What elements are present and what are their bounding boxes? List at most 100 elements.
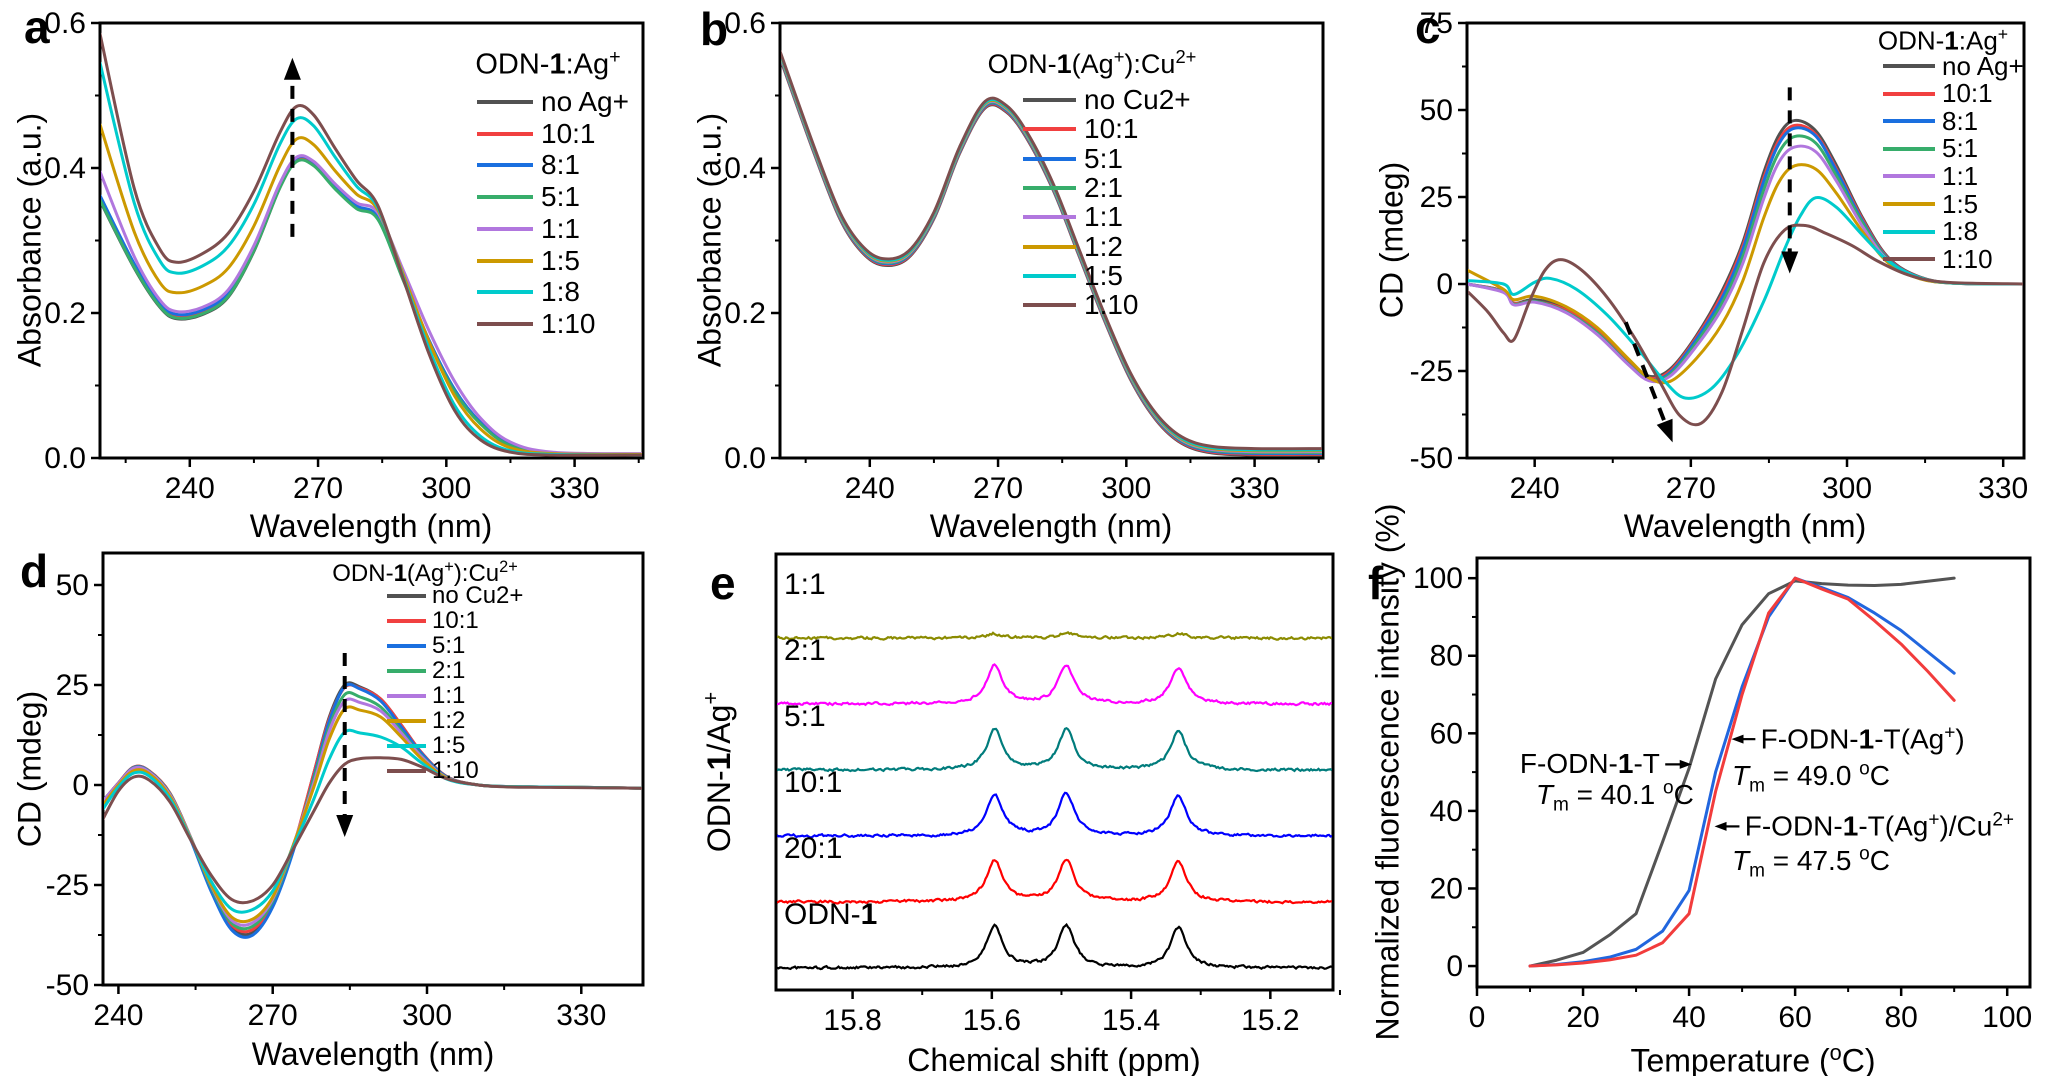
legend-title: ODN-1:Ag+ xyxy=(475,46,621,81)
plot-frame xyxy=(101,551,645,987)
panel-letter-e: e xyxy=(710,557,736,609)
y-axis-label: Normalized fluorescence intensity (%) xyxy=(1369,503,1406,1041)
x-axis-label: Wavelength (nm) xyxy=(1623,508,1867,544)
series-2:1 xyxy=(104,691,642,931)
svg-text:270: 270 xyxy=(1666,472,1716,505)
legend-swatch-line xyxy=(477,226,533,231)
legend-entry-label: 10:1 xyxy=(1942,78,1993,109)
svg-text:60: 60 xyxy=(1778,1001,1811,1034)
legend-entry-label: no Cu2+ xyxy=(432,582,524,609)
svg-text:25: 25 xyxy=(56,669,89,702)
legend-swatch-line xyxy=(477,290,533,295)
legend-swatch-line xyxy=(1023,127,1076,132)
legend-entry-label: 1:10 xyxy=(1942,243,1993,274)
series-F-ODN-1-T(Ag+)/Cu2+ xyxy=(1528,576,1956,968)
legend-entry: no Cu2+ xyxy=(1023,84,1191,115)
legend-swatch-line xyxy=(477,258,533,263)
legend-entry: 10:1 xyxy=(1023,113,1139,144)
panel-f-melting-curves: 0 20 40 60 80 100 0 20 40 60 80 100 f Normalized fl… xyxy=(1360,503,2048,1076)
x-axis-label: Wavelength (nm) xyxy=(251,1036,495,1072)
svg-text:0: 0 xyxy=(1436,268,1453,301)
svg-text:40: 40 xyxy=(1430,795,1463,828)
legend-entry-label: 5:1 xyxy=(1084,142,1123,174)
legend-entry-label: no Cu2+ xyxy=(1084,84,1191,115)
legend-entry-label: 1:8 xyxy=(1942,216,1979,247)
legend-swatch-line xyxy=(1883,119,1935,124)
legend-entry-label: 1:1 xyxy=(432,682,466,709)
panel-letter-a: a xyxy=(24,1,50,53)
legend-swatch-line xyxy=(1883,174,1935,179)
legend-entry: 1:10 xyxy=(1883,243,1993,274)
plot-f: 0 20 40 60 80 100 0 20 40 60 80 100 xyxy=(1413,556,2032,1034)
svg-text:270: 270 xyxy=(248,999,298,1032)
svg-text:0.0: 0.0 xyxy=(724,442,766,475)
nmr-trace-10:1 xyxy=(777,791,1332,839)
svg-text:270: 270 xyxy=(293,472,343,505)
plot-d: 240 270 300 330 -50 -25 0 25 50 xyxy=(46,551,645,1032)
nmr-trace-20:1 xyxy=(777,858,1332,905)
legend-swatch-line xyxy=(387,594,426,598)
legend-entry: 5:1 xyxy=(477,181,580,212)
legend-swatch-line xyxy=(477,321,533,326)
legend-swatch-line xyxy=(387,619,426,623)
panel-a-uv-odn1-ag: 240 270 300 330 0.0 0.2 0.4 0.6 a Absorbance (a… xyxy=(0,0,680,544)
svg-text:15.6: 15.6 xyxy=(963,1004,1021,1037)
series-1:8 xyxy=(101,61,642,457)
series-10:1 xyxy=(104,683,642,934)
svg-text:0.6: 0.6 xyxy=(724,7,766,40)
legend-entry: 1:10 xyxy=(387,757,479,785)
svg-text:0: 0 xyxy=(72,769,89,802)
legend-entry: 1:10 xyxy=(1023,289,1139,320)
legend-entry-label: 1:2 xyxy=(1084,230,1123,262)
series-1:10 xyxy=(104,756,642,905)
legend-entry: 8:1 xyxy=(477,149,580,181)
plot-frame xyxy=(774,552,1335,992)
svg-text:50: 50 xyxy=(1420,94,1453,127)
legend-entry-label: 8:1 xyxy=(541,149,580,181)
legend-entry: 10:1 xyxy=(1883,78,1993,109)
panel-e-nmr-odn1-ag: 15.8 15.6 15.4 15.2 e ODN-1/Ag+ Chemical sh… xyxy=(680,540,1360,1076)
legend-entry-label: 1:10 xyxy=(541,307,596,339)
svg-text:15.8: 15.8 xyxy=(823,1004,881,1037)
y-axis-label: Absorbance (a.u.) xyxy=(11,112,48,368)
legend-swatch-line xyxy=(1883,202,1935,206)
series-1:5 xyxy=(101,123,642,456)
legend-swatch-line xyxy=(1883,146,1935,151)
svg-text:330: 330 xyxy=(550,472,600,505)
svg-text:240: 240 xyxy=(165,472,215,505)
legend-entry: 1:5 xyxy=(387,732,465,760)
legend-entry: 1:5 xyxy=(1883,189,1978,219)
legend-swatch-line xyxy=(387,719,426,723)
panel-letter-d: d xyxy=(20,545,49,597)
series-1:1 xyxy=(101,154,642,456)
panel-letter-b: b xyxy=(700,3,729,55)
legend-entry-label: 1:5 xyxy=(1084,259,1123,291)
legend-swatch-line xyxy=(387,669,426,673)
nmr-trace-label: 5:1 xyxy=(784,700,826,733)
x-axis-label: Temperature (oC) xyxy=(1630,1040,1876,1076)
svg-text:15.2: 15.2 xyxy=(1241,1004,1299,1037)
panel-d-cd-odn1ag-cu: 240 270 300 330 -50 -25 0 25 50 d CD (mdeg) Wave… xyxy=(0,540,680,1076)
legend-entry: 1:1 xyxy=(477,213,580,244)
svg-text:300: 300 xyxy=(402,999,452,1032)
legend-entry-label: 2:1 xyxy=(432,657,466,684)
series-F-ODN-1-T xyxy=(1528,576,1956,968)
nmr-trace-label: 10:1 xyxy=(784,766,843,799)
annotation-text: F-ODN-1-T xyxy=(1519,748,1660,780)
svg-text:300: 300 xyxy=(421,472,471,505)
panel-letter-c: c xyxy=(1415,1,1441,53)
legend-entry: 1:2 xyxy=(1023,230,1123,262)
x-axis-label: Chemical shift (ppm) xyxy=(907,1042,1201,1076)
legend-swatch-line xyxy=(1883,64,1935,68)
legend-entry: 5:1 xyxy=(1883,133,1978,163)
svg-text:0: 0 xyxy=(1446,950,1463,983)
legend-entry-label: 10:1 xyxy=(432,607,479,634)
svg-text:240: 240 xyxy=(93,999,143,1032)
series-1:8 xyxy=(1468,195,2023,400)
svg-text:25: 25 xyxy=(1420,181,1453,214)
series-1:1 xyxy=(1468,144,2023,384)
legend-swatch-line xyxy=(1883,257,1935,262)
legend-swatch-line xyxy=(387,694,426,698)
legend-entry: 5:1 xyxy=(1023,142,1123,174)
